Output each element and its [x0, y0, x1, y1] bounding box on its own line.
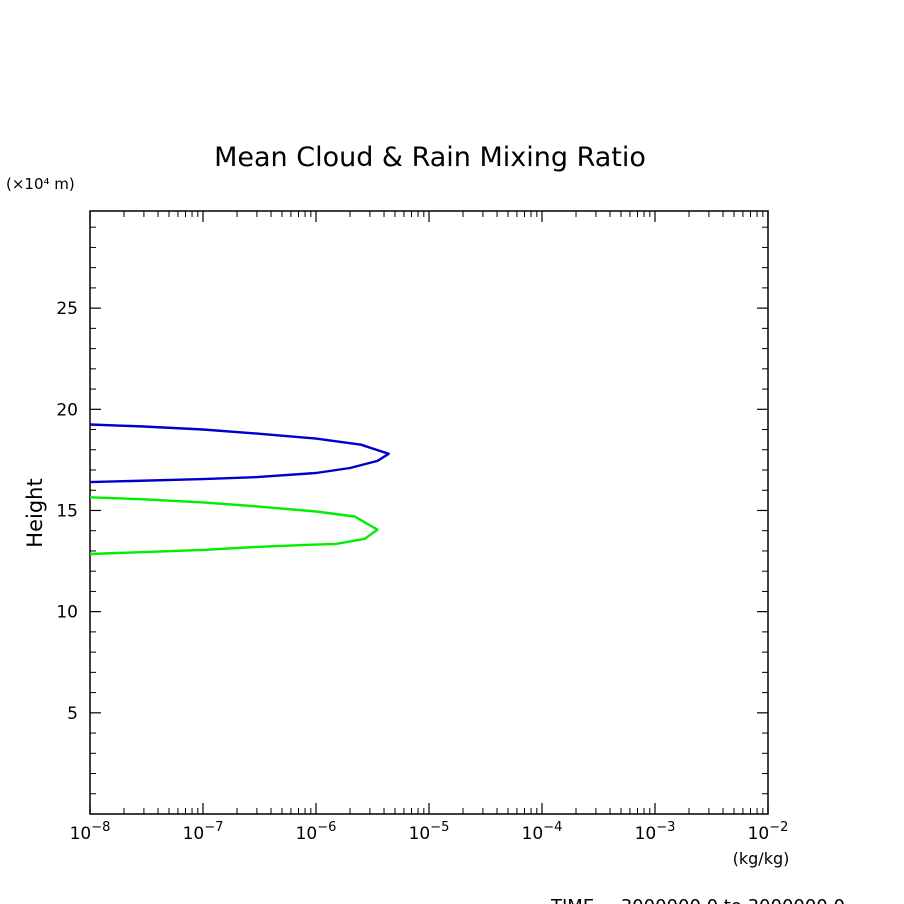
y-axis-unit: (×10⁴ m)	[6, 175, 75, 193]
x-tick-labels: 10−8 10−7 10−6 10−5 10−4 10−3 10−2	[70, 820, 789, 844]
chart-title: Mean Cloud & Rain Mixing Ratio	[214, 142, 646, 173]
y-tick-label: 10	[56, 603, 78, 623]
series-line-1	[89, 423, 390, 484]
x-tick-label: 10−7	[183, 820, 224, 844]
x-tick-label: 10−3	[635, 820, 676, 844]
x-tick-label: 10−5	[409, 820, 450, 844]
x-tick-label: 10−8	[70, 820, 111, 844]
x-axis-label: (kg/kg)	[733, 849, 790, 868]
y-tick-label: 5	[67, 704, 78, 724]
y-tick-labels: 5 10 15 20 25	[56, 299, 78, 724]
plot-frame	[89, 210, 769, 815]
y-tick-label: 25	[56, 299, 78, 319]
series-line-2	[89, 496, 379, 556]
x-tick-label: 10−2	[748, 820, 789, 844]
axis-ticks	[89, 211, 769, 814]
data-series	[89, 423, 390, 556]
y-tick-label: 20	[56, 400, 78, 420]
y-tick-label: 15	[56, 501, 78, 521]
plot-area	[89, 210, 769, 815]
time-range-label: TIME = 3000000.0 to 3000000.0	[550, 896, 845, 904]
y-axis-label: Height	[23, 478, 47, 547]
x-tick-label: 10−6	[296, 820, 337, 844]
x-tick-label: 10−4	[522, 820, 563, 844]
